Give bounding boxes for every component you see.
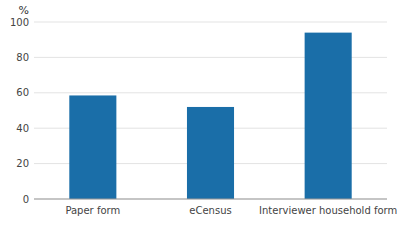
y-tick-label: 60 bbox=[16, 87, 29, 98]
chart-container: 0 20 40 60 80 100 Paper form eCensus Interviewer… bbox=[0, 0, 397, 227]
x-axis-line bbox=[34, 199, 387, 200]
bar bbox=[69, 95, 116, 199]
bars bbox=[69, 33, 351, 199]
grid bbox=[34, 22, 387, 199]
y-tick-label: 100 bbox=[10, 17, 29, 28]
grid-line bbox=[34, 199, 387, 200]
y-tick-label: 0 bbox=[23, 194, 29, 205]
grid-line bbox=[34, 22, 387, 23]
y-axis-label: % bbox=[19, 4, 29, 17]
y-tick-label: 20 bbox=[16, 158, 29, 169]
x-tick-label: eCensus bbox=[189, 205, 231, 216]
bar bbox=[187, 107, 234, 199]
bar bbox=[305, 33, 352, 199]
y-tick-label: 80 bbox=[16, 52, 29, 63]
chart: 0 20 40 60 80 100 Paper form eCensus Interviewer… bbox=[0, 0, 397, 227]
y-tick-label: 40 bbox=[16, 123, 29, 134]
x-tick-label: Interviewer household form bbox=[259, 205, 397, 216]
x-tick-label: Paper form bbox=[65, 205, 120, 216]
